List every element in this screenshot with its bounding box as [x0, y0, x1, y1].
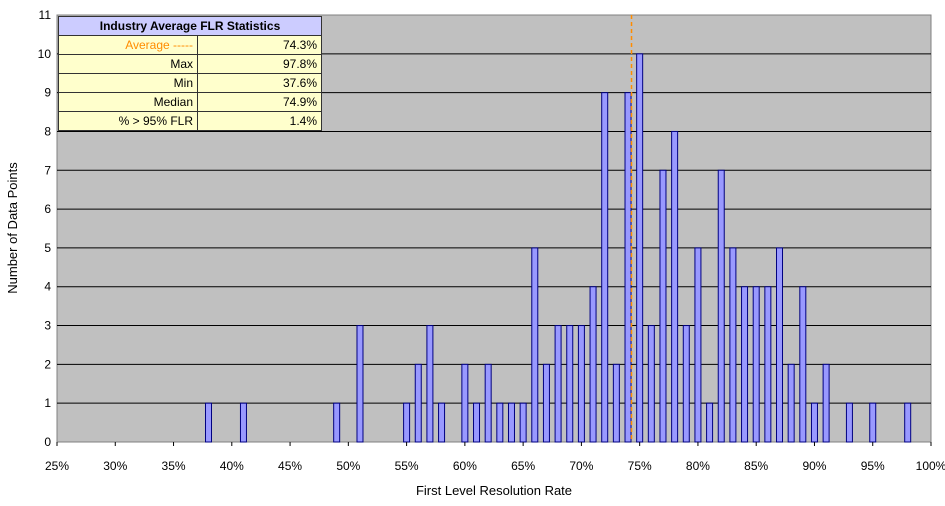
stats-row-pct-over-95: % > 95% FLR 1.4% [58, 111, 322, 131]
histogram-bar [647, 325, 655, 443]
y-tick-label: 6 [44, 202, 51, 216]
histogram-bar [671, 130, 679, 443]
histogram-bar [636, 53, 644, 443]
stats-value: 1.4% [197, 111, 322, 131]
histogram-bar [438, 402, 446, 443]
x-tick-label: 65% [511, 459, 535, 473]
stats-label: Median [58, 92, 198, 112]
y-tick-label: 4 [44, 280, 51, 294]
histogram-bar [403, 402, 411, 443]
histogram-bar [496, 402, 504, 443]
x-tick-label: 85% [744, 459, 768, 473]
stats-label: % > 95% FLR [58, 111, 198, 131]
stats-value: 37.6% [197, 73, 322, 93]
y-tick-label: 7 [44, 163, 51, 177]
x-axis-ticks: 25% 30% 35% 40% 45% 50% 55% 60% 65% 70% 75% 80% 85% 9… [45, 442, 945, 473]
histogram-bar [531, 247, 539, 443]
x-axis-title: First Level Resolution Rate [416, 483, 572, 498]
histogram-bar [776, 247, 784, 443]
histogram-bar [904, 402, 912, 443]
stats-row-max: Max 97.8% [58, 54, 322, 74]
histogram-bar [426, 325, 434, 443]
stats-value: 74.9% [197, 92, 322, 112]
x-tick-label: 95% [861, 459, 885, 473]
histogram-bar [519, 402, 527, 443]
x-tick-label: 45% [278, 459, 302, 473]
histogram-bar [507, 402, 515, 443]
histogram-bar [729, 247, 737, 443]
histogram-bar [752, 286, 760, 443]
histogram-bar [694, 247, 702, 443]
y-tick-label: 3 [44, 319, 51, 333]
histogram-bar [764, 286, 772, 443]
histogram-bar [787, 363, 795, 443]
x-tick-label: 80% [686, 459, 710, 473]
bars [204, 53, 912, 443]
histogram-bar [682, 325, 690, 443]
histogram-bar [566, 325, 574, 443]
histogram-bar [706, 402, 714, 443]
histogram-bar [717, 169, 725, 443]
histogram-bar [204, 402, 212, 443]
x-tick-label: 70% [569, 459, 593, 473]
stats-row-average: Average ----- 74.3% [58, 35, 322, 55]
histogram-bar [659, 169, 667, 443]
histogram-bar [741, 286, 749, 443]
x-tick-label: 25% [45, 459, 69, 473]
histogram-bar [612, 363, 620, 443]
stats-table-header: Industry Average FLR Statistics [58, 16, 322, 36]
histogram-bar [333, 402, 341, 443]
histogram-bar [461, 363, 469, 443]
y-tick-label: 2 [44, 357, 51, 371]
y-axis-ticks: 0 1 2 3 4 5 6 7 8 9 10 11 [38, 8, 52, 449]
y-tick-label: 11 [39, 8, 52, 22]
y-tick-label: 0 [44, 435, 51, 449]
histogram-bar [554, 325, 562, 443]
histogram-bar [414, 363, 422, 443]
histogram-bar [473, 402, 481, 443]
histogram-bar [799, 286, 807, 443]
y-tick-label: 10 [38, 47, 52, 61]
histogram-bar [845, 402, 853, 443]
histogram-bar [356, 325, 364, 443]
x-tick-label: 60% [453, 459, 477, 473]
stats-value: 97.8% [197, 54, 322, 74]
stats-label: Min [58, 73, 198, 93]
histogram-bar [601, 92, 609, 443]
y-tick-label: 5 [44, 241, 51, 255]
y-axis-title: Number of Data Points [5, 162, 20, 294]
stats-row-min: Min 37.6% [58, 73, 322, 93]
stats-table-title: Industry Average FLR Statistics [58, 16, 322, 36]
y-tick-label: 8 [44, 124, 51, 138]
histogram-bar [577, 325, 585, 443]
histogram-bar [810, 402, 818, 443]
x-tick-label: 90% [802, 459, 826, 473]
histogram-bar [624, 92, 632, 443]
histogram-bar [542, 363, 550, 443]
x-tick-label: 55% [395, 459, 419, 473]
x-tick-label: 35% [162, 459, 186, 473]
y-tick-label: 1 [44, 396, 51, 410]
x-tick-label: 75% [628, 459, 652, 473]
x-tick-label: 30% [103, 459, 127, 473]
stats-value: 74.3% [197, 35, 322, 55]
stats-table: Industry Average FLR Statistics Average … [58, 16, 322, 131]
stats-label: Average ----- [58, 35, 198, 55]
stats-row-median: Median 74.9% [58, 92, 322, 112]
histogram-bar [589, 286, 597, 443]
histogram-bar [822, 363, 830, 443]
stats-label: Max [58, 54, 198, 74]
histogram-bar [869, 402, 877, 443]
y-tick-label: 9 [44, 86, 51, 100]
histogram-bar [239, 402, 247, 443]
histogram-bar [484, 363, 492, 443]
x-tick-label: 100% [916, 459, 945, 473]
x-tick-label: 40% [220, 459, 244, 473]
x-tick-label: 50% [336, 459, 360, 473]
